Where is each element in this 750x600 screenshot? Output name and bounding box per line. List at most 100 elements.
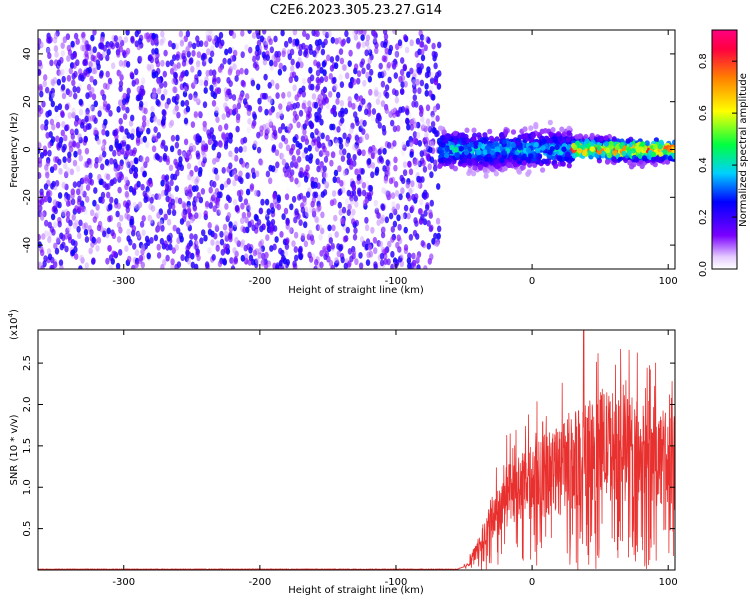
heatmap-cell xyxy=(429,253,434,261)
heatmap-y-tick-label: 40 xyxy=(22,48,33,61)
heatmap-cell xyxy=(106,191,111,199)
heatmap-cell xyxy=(91,67,96,75)
heatmap-cell xyxy=(176,227,181,235)
heatmap-cell xyxy=(604,159,611,165)
heatmap-cell xyxy=(370,171,375,179)
heatmap-cell xyxy=(210,90,215,98)
heatmap-cell xyxy=(118,59,124,67)
heatmap-cell xyxy=(394,89,399,97)
heatmap-cell xyxy=(310,180,315,188)
heatmap-cell xyxy=(336,243,341,250)
heatmap-cell xyxy=(151,145,157,153)
heatmap-cell xyxy=(300,233,306,240)
heatmap-cell xyxy=(45,46,51,54)
heatmap-cell xyxy=(178,232,183,240)
heatmap-cell xyxy=(642,145,648,151)
heatmap-cell xyxy=(411,76,416,84)
heatmap-cell xyxy=(51,228,56,236)
heatmap-cell xyxy=(38,172,42,179)
heatmap-cell xyxy=(54,105,59,113)
heatmap-cell xyxy=(378,62,383,70)
heatmap-cell xyxy=(433,62,438,70)
heatmap-cell xyxy=(319,250,324,257)
heatmap-cell xyxy=(228,225,234,233)
heatmap-cell xyxy=(77,195,82,203)
heatmap-cell xyxy=(316,165,321,173)
heatmap-cell xyxy=(254,189,259,197)
heatmap-cell xyxy=(298,49,303,57)
heatmap-cell xyxy=(403,34,408,41)
heatmap-cell xyxy=(222,258,227,266)
heatmap-cell xyxy=(43,255,48,262)
snr-series xyxy=(38,330,675,570)
heatmap-cell xyxy=(294,254,299,262)
heatmap-cell xyxy=(384,107,389,114)
heatmap-cell xyxy=(269,245,274,252)
heatmap-cell xyxy=(422,193,428,201)
heatmap-cell xyxy=(180,100,185,107)
heatmap-cell xyxy=(373,199,378,207)
heatmap-cell xyxy=(329,64,335,72)
heatmap-cell xyxy=(429,199,434,207)
heatmap-cell xyxy=(316,141,322,149)
heatmap-cell xyxy=(489,144,495,151)
heatmap-cell xyxy=(200,144,206,152)
heatmap-cell xyxy=(471,170,477,177)
heatmap-cell xyxy=(95,204,100,211)
heatmap-cell xyxy=(637,153,643,159)
heatmap-cell xyxy=(341,206,347,214)
heatmap-cell xyxy=(352,30,357,36)
heatmap-cell xyxy=(185,30,191,38)
heatmap-cell xyxy=(136,180,141,188)
heatmap-cell xyxy=(331,224,336,232)
colorbar-ticks: 0.00.20.40.60.8 xyxy=(698,53,737,277)
heatmap-cell xyxy=(473,140,479,147)
heatmap-cell xyxy=(581,150,588,157)
heatmap-cell xyxy=(426,37,431,44)
heatmap-cell xyxy=(114,198,119,205)
heatmap-cell xyxy=(232,179,237,187)
heatmap-cell xyxy=(385,159,390,167)
heatmap-cell xyxy=(482,149,488,155)
heatmap-cell xyxy=(374,203,379,210)
heatmap-cell xyxy=(44,230,49,238)
heatmap-cell xyxy=(392,140,397,147)
heatmap-cell xyxy=(347,60,352,67)
heatmap-cell xyxy=(489,149,496,156)
heatmap-cell xyxy=(420,54,426,62)
heatmap-cell xyxy=(308,66,313,74)
heatmap-cell xyxy=(141,77,146,85)
heatmap-cell xyxy=(355,95,360,103)
heatmap-cell xyxy=(118,45,124,53)
heatmap-cell xyxy=(386,61,392,69)
heatmap-cell xyxy=(193,233,198,241)
heatmap-cell xyxy=(338,142,344,150)
heatmap-cell xyxy=(411,259,417,267)
heatmap-cell xyxy=(245,202,251,210)
heatmap-cell xyxy=(627,160,633,166)
heatmap-cell xyxy=(142,190,147,198)
heatmap-cell xyxy=(134,157,139,165)
heatmap-cell xyxy=(72,181,78,189)
heatmap-cell xyxy=(180,254,185,262)
heatmap-cell xyxy=(367,57,372,65)
heatmap-cell xyxy=(424,143,429,151)
heatmap-cell xyxy=(77,133,82,141)
heatmap-cell xyxy=(251,55,257,63)
heatmap-cell xyxy=(365,238,371,246)
heatmap-cell xyxy=(325,102,330,110)
heatmap-cell xyxy=(351,218,356,226)
heatmap-cell xyxy=(61,181,66,189)
heatmap-cell xyxy=(117,186,122,194)
heatmap-cell xyxy=(264,251,269,259)
heatmap-cell xyxy=(166,185,172,193)
heatmap-cell xyxy=(79,254,84,262)
heatmap-cell xyxy=(337,136,342,144)
heatmap-cell xyxy=(45,86,50,94)
heatmap-cell xyxy=(177,148,182,156)
heatmap-cell xyxy=(150,111,155,119)
heatmap-cell xyxy=(72,159,78,167)
heatmap-cell xyxy=(461,137,467,144)
heatmap-cell xyxy=(57,158,62,166)
